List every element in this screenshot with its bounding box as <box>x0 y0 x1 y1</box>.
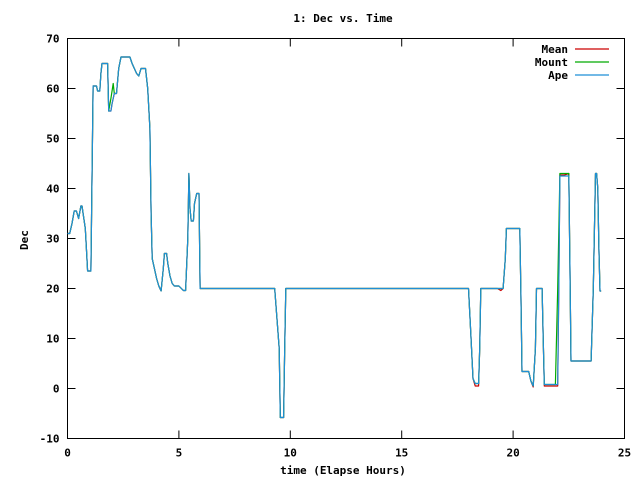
y-tick-label: 40 <box>46 183 59 196</box>
y-tick-label: 70 <box>46 33 59 46</box>
legend-label-mount: Mount <box>535 56 568 69</box>
y-tick-label: 50 <box>46 133 59 146</box>
chart-title: 1: Dec vs. Time <box>293 12 393 25</box>
x-axis: 0 5 10 15 20 25 <box>64 38 631 460</box>
x-tick-label: 10 <box>284 447 297 460</box>
y-tick-label: 60 <box>46 83 59 96</box>
y-tick-label: 0 <box>53 383 60 396</box>
x-tick-label: 5 <box>176 447 183 460</box>
y-tick-label: 10 <box>46 333 59 346</box>
y-tick-label: 20 <box>46 283 59 296</box>
y-axis: -10 0 10 20 30 40 50 60 70 <box>40 33 625 446</box>
series-line-mean <box>67 56 602 419</box>
series-layer <box>67 56 602 419</box>
x-tick-label: 25 <box>618 447 631 460</box>
series-line-ape <box>67 56 602 419</box>
y-tick-label: -10 <box>40 433 60 446</box>
plot-frame <box>67 38 625 439</box>
x-tick-label: 15 <box>395 447 408 460</box>
y-tick-label: 30 <box>46 233 59 246</box>
series-line-mount <box>67 56 602 419</box>
x-axis-label: time (Elapse Hours) <box>280 464 406 477</box>
y-axis-label: Dec <box>18 230 31 250</box>
legend-label-mean: Mean <box>542 43 569 56</box>
x-tick-label: 0 <box>64 447 71 460</box>
legend-label-ape: Ape <box>548 69 568 82</box>
x-tick-label: 20 <box>506 447 519 460</box>
